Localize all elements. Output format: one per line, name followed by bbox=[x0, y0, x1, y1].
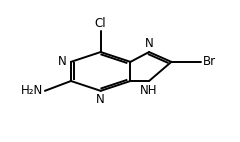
Text: H₂N: H₂N bbox=[20, 84, 43, 97]
Text: Br: Br bbox=[203, 55, 216, 68]
Text: Cl: Cl bbox=[95, 17, 107, 30]
Text: N: N bbox=[58, 55, 66, 68]
Text: NH: NH bbox=[140, 83, 158, 97]
Text: N: N bbox=[96, 93, 105, 106]
Text: N: N bbox=[145, 37, 153, 50]
